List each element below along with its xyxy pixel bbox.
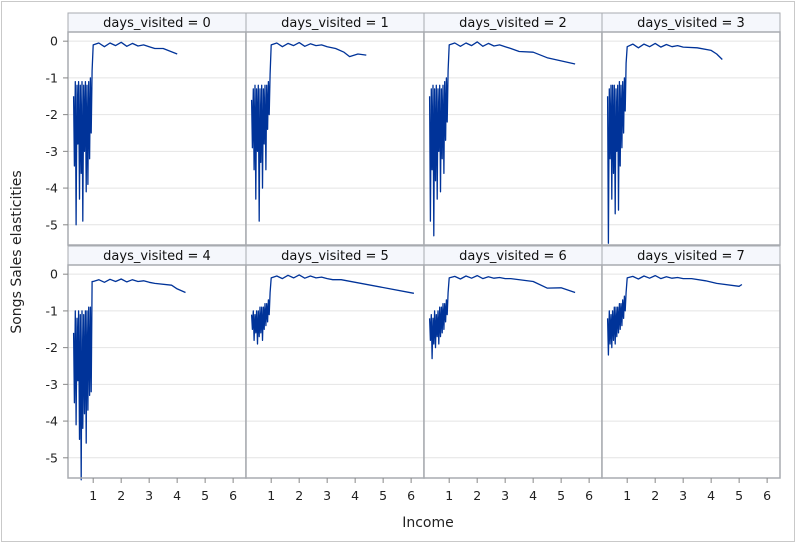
x-tick-label: 5	[735, 488, 743, 503]
panel-header-label: days_visited = 5	[281, 249, 389, 264]
y-axis-label: Songs Sales elasticities	[9, 170, 25, 333]
panel-plot-area	[246, 265, 424, 478]
x-tick-label: 5	[379, 488, 387, 503]
x-tick-label: 1	[267, 488, 275, 503]
panel-plot-area	[424, 32, 602, 245]
x-tick-label: 2	[117, 488, 125, 503]
series-line-2	[428, 41, 576, 237]
panel-border	[601, 31, 781, 246]
x-tick-label: 4	[707, 488, 715, 503]
x-tick-label: 1	[89, 488, 97, 503]
panel-plot-area	[602, 265, 780, 478]
panel-header-label: days_visited = 6	[459, 249, 567, 264]
panel-plot-area	[68, 265, 246, 478]
y-tick-label: -2	[46, 340, 58, 355]
y-tick-label: -1	[46, 70, 58, 85]
x-tick-label: 3	[323, 488, 331, 503]
x-tick-label: 3	[501, 488, 509, 503]
x-tick-label: 6	[585, 488, 593, 503]
panel-header-label: days_visited = 2	[459, 16, 567, 31]
series-line-7	[606, 274, 743, 356]
y-tick-label: 0	[50, 267, 58, 282]
panel-header-label: days_visited = 3	[637, 16, 745, 31]
y-tick-label: -5	[46, 217, 58, 232]
y-tick-label: -3	[46, 144, 58, 159]
x-tick-label: 6	[229, 488, 237, 503]
x-tick-label: 1	[623, 488, 631, 503]
y-tick-label: -4	[46, 414, 59, 429]
panel-header-label: days_visited = 7	[637, 249, 745, 264]
x-tick-label: 2	[651, 488, 659, 503]
series-line-3	[606, 42, 723, 244]
y-tick-label: -3	[46, 377, 58, 392]
panel-border	[601, 264, 781, 479]
y-tick-label: -1	[46, 303, 58, 318]
x-tick-label: 3	[679, 488, 687, 503]
x-tick-label: 4	[529, 488, 537, 503]
x-tick-label: 5	[201, 488, 209, 503]
panel-header-label: days_visited = 1	[281, 16, 389, 31]
panel-plot-area	[68, 32, 246, 245]
panel-plot-area	[424, 265, 602, 478]
y-tick-label: -5	[46, 450, 58, 465]
x-tick-label: 6	[763, 488, 771, 503]
x-tick-label: 2	[295, 488, 303, 503]
y-tick-label: -2	[46, 107, 58, 122]
series-line-5	[250, 274, 415, 345]
panel-header-label: days_visited = 4	[103, 249, 211, 264]
x-tick-label: 3	[145, 488, 153, 503]
x-tick-label: 4	[173, 488, 181, 503]
x-tick-label: 5	[557, 488, 565, 503]
x-tick-label: 4	[351, 488, 359, 503]
x-tick-label: 1	[445, 488, 453, 503]
panel-header-label: days_visited = 0	[103, 16, 211, 31]
y-tick-label: 0	[50, 34, 58, 49]
series-line-6	[428, 274, 576, 360]
series-line-1	[250, 41, 367, 222]
panel-plot-area	[246, 32, 424, 245]
x-tick-label: 2	[473, 488, 481, 503]
x-axis-label: Income	[402, 515, 454, 531]
series-line-4	[72, 278, 186, 481]
series-line-0	[72, 41, 178, 226]
y-tick-label: -4	[46, 181, 59, 196]
x-tick-label: 6	[407, 488, 415, 503]
panel-plot-area	[602, 32, 780, 245]
